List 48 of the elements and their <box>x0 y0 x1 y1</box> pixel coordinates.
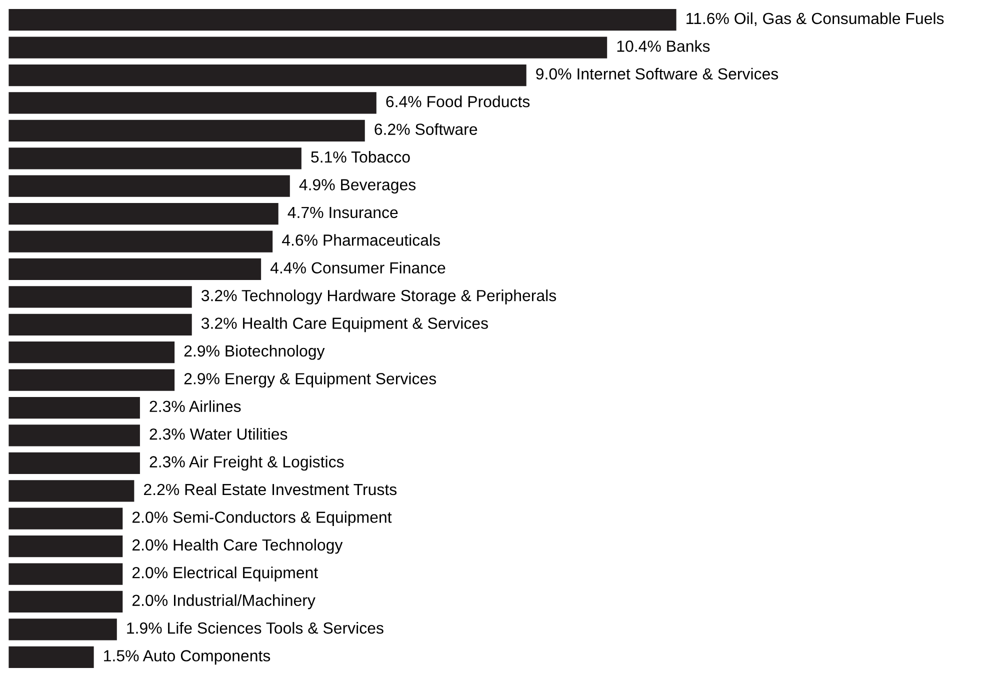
bar <box>8 8 678 32</box>
bar <box>8 617 118 642</box>
data-label: 2.0% Electrical Equipment <box>132 566 318 582</box>
bar <box>8 590 124 614</box>
data-label: 2.0% Industrial/Machinery <box>132 594 316 610</box>
bar <box>8 118 366 143</box>
data-label: 4.6% Pharmaceuticals <box>282 234 440 246</box>
bar <box>8 312 194 337</box>
bar <box>8 423 142 448</box>
bar <box>8 534 124 559</box>
data-label: 10.4% Banks <box>617 40 710 52</box>
data-label: 5.1% Tobacco <box>311 150 410 163</box>
data-label: 2.2% Real Estate Investment Trusts <box>144 483 397 496</box>
bar <box>8 644 96 670</box>
bar <box>8 368 176 392</box>
data-label: 6.4% Food Products <box>386 96 530 108</box>
data-label: 11.6% Oil, Gas & Consumable Fuels <box>686 12 944 26</box>
data-label: 6.2% Software <box>374 123 478 135</box>
bar <box>8 478 136 504</box>
bar <box>8 202 280 226</box>
bar <box>8 90 378 116</box>
data-label: 1.9% Life Sciences Tools & Services <box>127 622 384 634</box>
bar <box>8 340 176 365</box>
data-label: 2.3% Air Freight & Logistics <box>150 456 344 471</box>
bar <box>8 257 262 282</box>
data-label: 4.4% Consumer Finance <box>270 262 446 274</box>
data-label: 2.0% Health Care Technology <box>132 538 343 554</box>
bar <box>8 506 124 531</box>
data-label: 2.9% Biotechnology <box>184 344 325 360</box>
bar <box>8 146 303 171</box>
data-label: 1.5% Auto Components <box>104 650 270 665</box>
data-label: 2.9% Energy & Equipment Services <box>184 372 436 388</box>
data-label: 3.2% Technology Hardware Storage & Peripherals <box>201 289 556 304</box>
data-label: 2.3% Airlines <box>150 400 241 412</box>
data-label: 2.0% Semi-Conductors & Equipment <box>132 511 392 526</box>
bar <box>8 562 124 586</box>
bar <box>8 450 142 476</box>
bar <box>8 396 142 420</box>
data-label: 4.9% Beverages <box>299 179 416 194</box>
data-label: 2.3% Water Utilities <box>150 428 288 440</box>
data-label: 3.2% Health Care Equipment & Services <box>201 317 488 332</box>
data-label: 4.7% Insurance <box>288 206 398 218</box>
bar <box>8 35 608 60</box>
bar <box>8 63 528 88</box>
bar <box>8 229 274 254</box>
bar <box>8 284 194 310</box>
data-label: 9.0% Internet Software & Services <box>536 68 778 80</box>
bar <box>8 174 292 198</box>
